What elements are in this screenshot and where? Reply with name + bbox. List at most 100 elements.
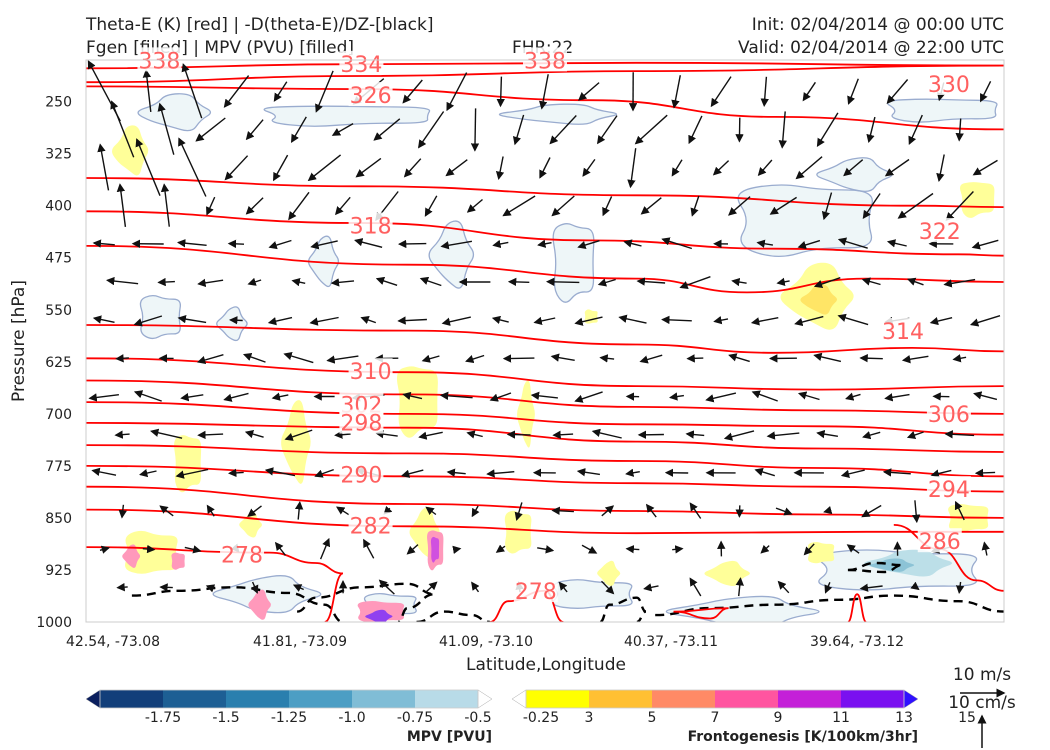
wind-vector bbox=[930, 469, 952, 478]
wind-vector bbox=[797, 391, 820, 401]
wind-vector bbox=[672, 545, 684, 554]
wind-vector bbox=[973, 391, 998, 401]
wind-vector bbox=[424, 195, 438, 217]
wind-vector bbox=[375, 429, 398, 439]
wind-vector bbox=[577, 240, 600, 250]
plot-frame bbox=[85, 59, 1005, 623]
theta-e-contour bbox=[86, 64, 1004, 84]
wind-vector bbox=[757, 159, 773, 177]
wind-vector bbox=[954, 500, 965, 521]
wind-vector bbox=[686, 354, 704, 363]
fgen-region bbox=[171, 552, 185, 570]
wind-vector bbox=[884, 393, 910, 402]
wind-vector bbox=[886, 79, 909, 104]
colorbar-tick-label: 9 bbox=[774, 710, 783, 726]
wind-vector bbox=[816, 112, 839, 147]
wind-vector bbox=[309, 316, 339, 326]
wind-vector bbox=[884, 158, 910, 177]
theta-e-label-bg bbox=[348, 212, 393, 237]
wind-vector bbox=[403, 158, 422, 178]
wind-vector bbox=[558, 581, 568, 593]
wind-vector bbox=[224, 155, 249, 181]
wind-vector bbox=[551, 195, 575, 217]
scale-horizontal-label: 10 m/s bbox=[953, 665, 1011, 685]
wind-vector bbox=[486, 469, 515, 478]
theta-e-label-bg bbox=[339, 50, 384, 75]
wind-vector bbox=[425, 506, 437, 516]
wind-vector bbox=[373, 118, 401, 141]
mpv-colorbar-title: MPV [PVU] bbox=[407, 729, 492, 745]
wind-vector bbox=[116, 582, 128, 592]
fgen-region bbox=[430, 536, 440, 563]
wind-vector bbox=[115, 354, 129, 363]
colorbar-tick-label: -1.25 bbox=[271, 710, 307, 726]
wind-vector bbox=[597, 278, 616, 287]
wind-vector bbox=[625, 468, 640, 477]
y-axis-label: Pressure [hPa] bbox=[9, 280, 29, 402]
wind-vector bbox=[538, 74, 549, 110]
theta-e-label: 322 bbox=[919, 220, 961, 245]
wind-vector bbox=[184, 545, 202, 554]
wind-vector bbox=[133, 315, 163, 327]
wind-vector bbox=[106, 276, 139, 286]
wind-vector bbox=[599, 354, 615, 363]
wind-vector bbox=[551, 506, 574, 515]
wind-vector bbox=[114, 430, 130, 439]
wind-vector bbox=[378, 579, 395, 595]
wind-vector bbox=[756, 239, 774, 248]
wind-vector bbox=[157, 277, 175, 287]
wind-vector bbox=[91, 467, 117, 477]
y-tick-label: 850 bbox=[45, 511, 72, 527]
theta-e-label: 294 bbox=[928, 478, 970, 503]
wind-vector bbox=[713, 316, 729, 325]
x-tick-label: 41.81, -73.09 bbox=[253, 634, 347, 650]
wind-vector bbox=[159, 505, 174, 517]
mpv-region bbox=[137, 93, 212, 132]
wind-vector bbox=[728, 353, 750, 363]
wind-vector bbox=[470, 108, 480, 152]
mpv-region bbox=[886, 98, 998, 123]
wind-vector bbox=[418, 431, 443, 440]
colorbar-tick-label: -0.75 bbox=[397, 710, 433, 726]
colorbar-swatch bbox=[100, 690, 164, 708]
wind-vector bbox=[777, 580, 790, 594]
colorbar-swatch bbox=[589, 690, 653, 708]
wind-vector bbox=[271, 392, 289, 401]
wind-vector bbox=[882, 468, 911, 477]
colorbar-tick-label: 15 bbox=[958, 710, 976, 726]
theta-e-label: 338 bbox=[524, 49, 566, 74]
wind-vector bbox=[802, 81, 816, 102]
wind-vector bbox=[466, 198, 483, 213]
wind-vector bbox=[206, 504, 215, 517]
colorbar-tick-label: 13 bbox=[895, 710, 913, 726]
wind-vector bbox=[177, 314, 207, 324]
wind-vector bbox=[502, 354, 535, 363]
wind-vector bbox=[400, 469, 424, 478]
wind-vector bbox=[688, 115, 703, 145]
fgen-region bbox=[800, 284, 837, 315]
wind-vector bbox=[227, 239, 245, 249]
wind-vector bbox=[600, 580, 615, 595]
wind-vector bbox=[319, 537, 331, 560]
wind-vector bbox=[336, 506, 350, 516]
colorbar-swatch bbox=[415, 690, 479, 708]
wind-vector bbox=[268, 239, 292, 250]
wind-vector bbox=[402, 391, 423, 401]
wind-vector bbox=[936, 154, 945, 182]
wind-vector bbox=[330, 278, 355, 287]
wind-vector bbox=[769, 196, 797, 215]
wind-vector bbox=[495, 156, 505, 180]
wind-vector bbox=[506, 430, 531, 439]
wind-vector bbox=[274, 541, 286, 556]
wind-vector bbox=[97, 143, 110, 191]
wind-vector bbox=[944, 430, 975, 439]
wind-vector bbox=[952, 354, 967, 363]
theta-e-contour bbox=[847, 593, 868, 622]
wind-vector bbox=[821, 192, 833, 221]
colorbar-frame bbox=[525, 689, 905, 709]
theta-e-contour bbox=[86, 379, 1004, 415]
y-tick-label: 325 bbox=[45, 147, 72, 163]
wind-vector bbox=[955, 118, 964, 142]
fgen-colorbar-title: Frontogenesis [K/100km/3hr] bbox=[688, 729, 918, 745]
wind-vector bbox=[972, 159, 998, 176]
